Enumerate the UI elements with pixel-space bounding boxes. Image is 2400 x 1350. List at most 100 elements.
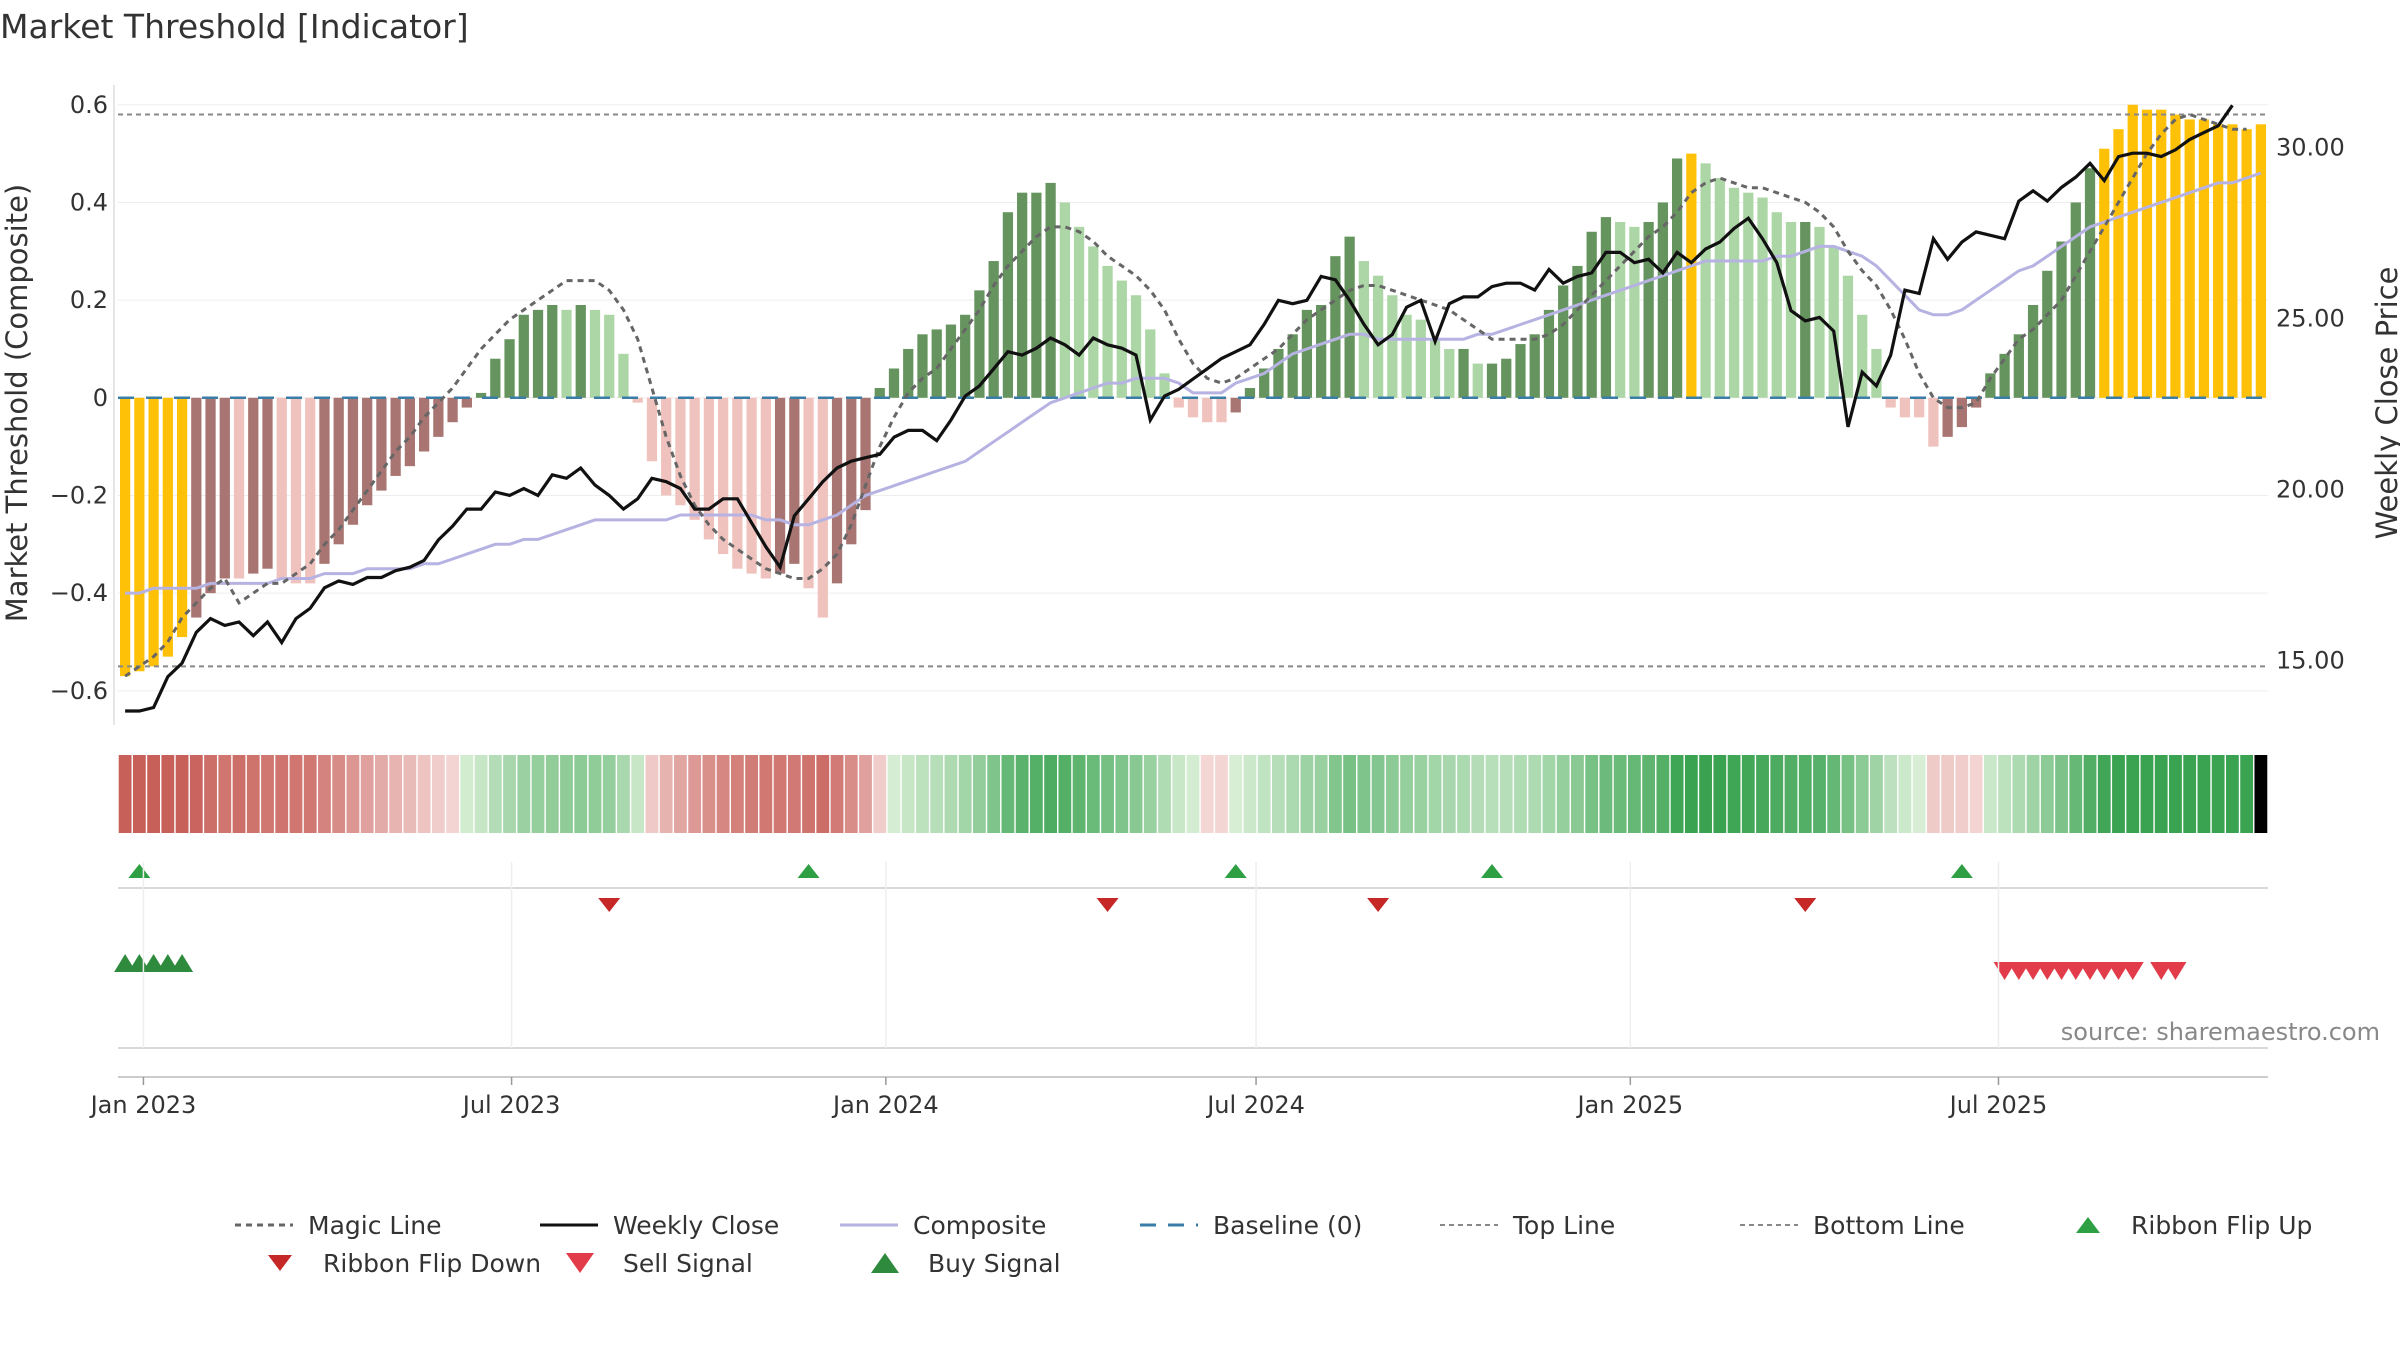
ribbon-cell <box>1741 755 1755 833</box>
ribbon-cell <box>716 755 730 833</box>
ribbon-cell <box>1827 755 1841 833</box>
ribbon-cell <box>1457 755 1470 833</box>
composite-bar <box>1956 397 1967 428</box>
left-tick-label: 0.4 <box>70 188 108 216</box>
left-tick-label: −0.6 <box>50 677 108 705</box>
ribbon-cell <box>1642 755 1656 833</box>
ribbon-cell <box>474 755 488 833</box>
composite-bar <box>347 397 359 525</box>
composite-bar <box>917 334 928 398</box>
composite-bar <box>888 368 900 398</box>
composite-bar <box>390 397 401 476</box>
legend-item-top: Top Line <box>1440 1211 1615 1240</box>
ribbon-cell <box>944 755 958 833</box>
composite-bar <box>1145 329 1156 398</box>
ribbon-cell <box>1627 755 1641 833</box>
composite-bar <box>176 397 188 638</box>
ribbon-cell <box>417 755 431 833</box>
x-tick-label: Jul 2025 <box>1948 1091 2048 1119</box>
composite-bar <box>718 397 729 555</box>
ribbon-cell <box>161 755 175 833</box>
legend-label: Composite <box>913 1211 1046 1240</box>
composite-bar <box>1757 197 1768 398</box>
ribbon-cell <box>2026 755 2040 833</box>
ribbon-cell <box>1727 755 1741 833</box>
ribbon-cell <box>204 755 217 833</box>
composite-bar <box>1002 212 1014 398</box>
ribbon-cell <box>1229 755 1243 833</box>
composite-bar <box>1130 295 1142 398</box>
ribbon-cell <box>588 755 602 833</box>
composite-bar <box>2198 119 2210 398</box>
ribbon-cell <box>2040 755 2054 833</box>
ribbon-cell <box>346 755 360 833</box>
ribbon-cell <box>1841 755 1855 833</box>
ribbon-flip-up-marker <box>128 864 151 878</box>
ribbon-cell <box>830 755 844 833</box>
sell-signal-marker <box>2036 962 2059 980</box>
composite-bar <box>1629 226 1640 398</box>
composite-bar <box>1088 246 1099 398</box>
legend-swatch-buy <box>871 1253 899 1273</box>
composite-bar <box>2156 109 2167 398</box>
ribbon-cell <box>2197 755 2211 833</box>
composite-bar <box>1671 158 1683 398</box>
ribbon-cell <box>787 755 801 833</box>
ribbon-cell <box>1200 755 1214 833</box>
legend-label: Baseline (0) <box>1213 1211 1362 1240</box>
composite-bar <box>1543 309 1555 398</box>
composite-bar <box>233 397 245 579</box>
ribbon-cell <box>560 755 573 833</box>
ribbon-cell <box>1158 755 1171 833</box>
composite-bar <box>191 397 202 618</box>
ribbon-cell <box>901 755 915 833</box>
source-note: source: sharemaestro.com <box>2061 1018 2380 1046</box>
composite-bar <box>404 397 416 467</box>
left-tick-label: −0.2 <box>50 481 108 509</box>
ribbon-cell <box>1300 755 1314 833</box>
left-axis: 0.6 0.4 0.2 0 −0.2 −0.4 −0.6 <box>50 85 115 725</box>
ribbon-cell <box>1286 755 1300 833</box>
composite-bar <box>618 353 629 398</box>
composite-bar <box>1486 363 1498 398</box>
ribbon-cell <box>2112 755 2125 833</box>
composite-bar <box>1073 226 1085 398</box>
composite-bar <box>1999 353 2010 398</box>
ribbon-cell <box>2240 755 2254 833</box>
composite-bar <box>1216 397 1227 423</box>
right-tick-label: 15.00 <box>2276 647 2345 675</box>
composite-bar <box>262 397 273 569</box>
composite-bar <box>2227 124 2238 398</box>
ribbon-flip-down-marker <box>598 898 621 912</box>
composite-bar <box>1800 221 1811 398</box>
composite-bar <box>2127 104 2138 398</box>
composite-bar <box>589 309 601 398</box>
composite-bar <box>945 324 957 398</box>
legend-item-magic: Magic Line <box>235 1211 442 1240</box>
composite-bar <box>746 397 757 574</box>
sell-signal-marker <box>2064 962 2087 980</box>
composite-bar <box>931 329 942 398</box>
composite-bar <box>518 314 529 398</box>
buy-signal-marker <box>156 954 179 972</box>
composite-bar <box>205 397 216 594</box>
composite-bar <box>219 397 230 579</box>
sell-signal-marker <box>2121 962 2144 980</box>
ribbon-cell <box>1998 755 2011 833</box>
composite-bar <box>1985 373 1996 398</box>
composite-bar <box>419 397 430 452</box>
x-tick-label: Jan 2025 <box>1575 1091 1683 1119</box>
ribbon-cell <box>446 755 460 833</box>
left-tick-label: −0.4 <box>50 579 108 607</box>
composite-bar <box>2141 109 2153 398</box>
ribbon-cell <box>318 755 331 833</box>
ribbon-cell <box>1485 755 1499 833</box>
composite-bar <box>874 388 885 398</box>
composite-bar <box>1230 397 1241 413</box>
composite-bar <box>1842 275 1854 398</box>
ribbon-cell <box>1385 755 1399 833</box>
composite-bar <box>362 397 373 506</box>
ribbon-cell <box>2097 755 2111 833</box>
ribbon-cell <box>1243 755 1257 833</box>
